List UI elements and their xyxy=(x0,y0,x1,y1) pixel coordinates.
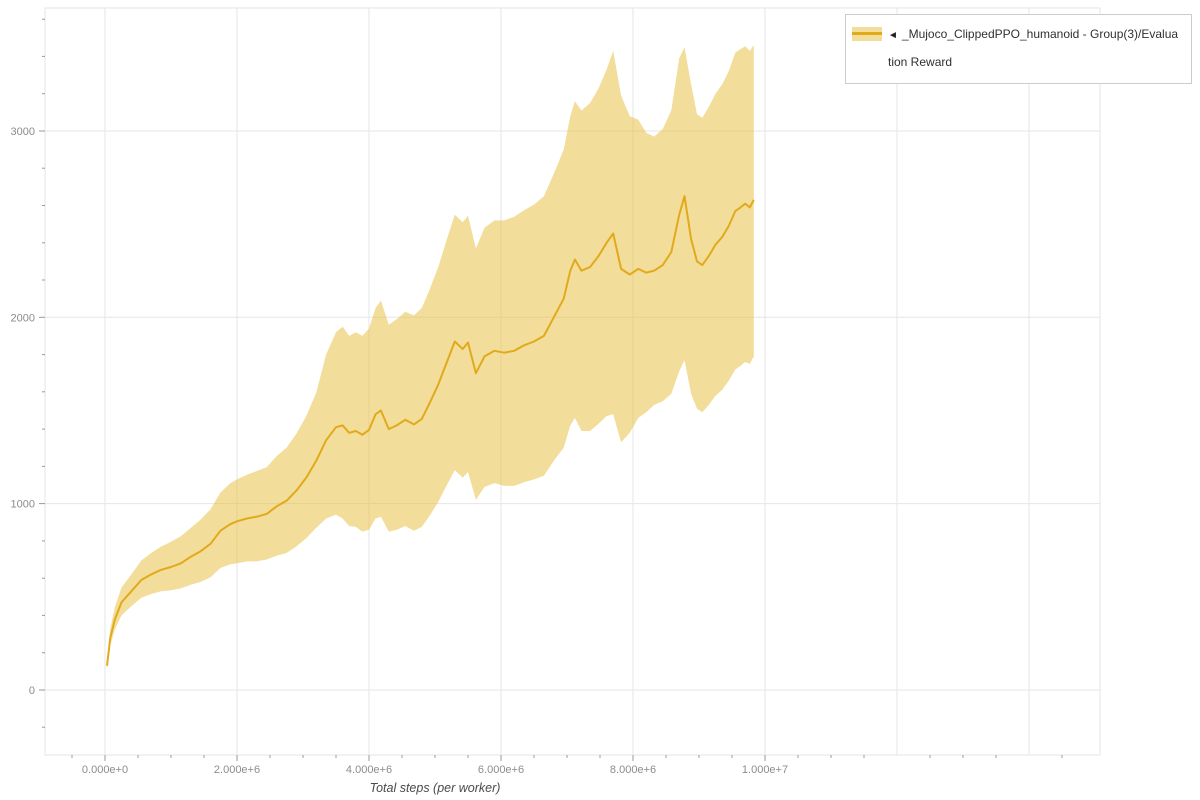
svg-text:8.000e+6: 8.000e+6 xyxy=(610,764,656,776)
legend-series-line-icon xyxy=(852,32,882,35)
svg-text:4.000e+6: 4.000e+6 xyxy=(346,764,392,776)
svg-text:3000: 3000 xyxy=(11,126,35,138)
legend-series-name: _Mujoco_ClippedPPO_humanoid - Group(3)/E… xyxy=(888,27,1179,69)
x-axis: 0.000e+0 2.000e+6 4.000e+6 6.000e+6 8.000e+6… xyxy=(71,755,1063,776)
svg-text:0: 0 xyxy=(29,685,35,697)
svg-text:0.000e+0: 0.000e+0 xyxy=(82,764,128,776)
svg-text:1000: 1000 xyxy=(11,499,35,511)
mean-reward-line xyxy=(106,195,755,666)
svg-text:2000: 2000 xyxy=(11,312,35,324)
svg-text:2.000e+6: 2.000e+6 xyxy=(214,764,260,776)
svg-text:1.000e+7: 1.000e+7 xyxy=(742,764,788,776)
legend-collapse-icon[interactable]: ◄ xyxy=(888,30,898,41)
legend[interactable]: ◄ _Mujoco_ClippedPPO_humanoid - Group(3)/… xyxy=(845,14,1192,84)
legend-label: ◄ _Mujoco_ClippedPPO_humanoid - Group(3)/… xyxy=(888,21,1181,75)
x-axis-label: Total steps (per worker) xyxy=(369,781,501,795)
svg-text:6.000e+6: 6.000e+6 xyxy=(478,764,524,776)
legend-series-marker xyxy=(852,27,882,41)
y-axis: 0 1000 2000 3000 xyxy=(11,18,45,728)
